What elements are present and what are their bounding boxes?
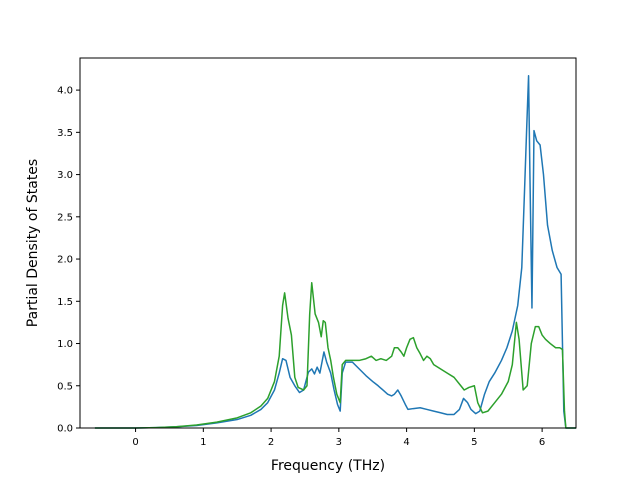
x-tick-label: 1 xyxy=(200,437,206,448)
y-tick-label: 0.0 xyxy=(57,424,73,435)
x-tick-label: 5 xyxy=(471,437,477,448)
x-tick-label: 2 xyxy=(268,437,274,448)
y-tick-label: 3.0 xyxy=(57,170,73,181)
series-line-2 xyxy=(94,281,576,429)
y-axis-label: Partial Density of States xyxy=(25,159,41,327)
y-axis-ticks: 0.0 0.5 1.0 1.5 2.0 2.5 3.0 3.5 4.0 xyxy=(57,86,80,435)
y-tick-label: 1.5 xyxy=(57,297,73,308)
x-tick-label: 3 xyxy=(336,437,342,448)
x-tick-label: 0 xyxy=(132,437,138,448)
x-tick-label: 6 xyxy=(539,437,545,448)
plot-lines xyxy=(94,74,576,429)
y-tick-label: 2.5 xyxy=(57,212,73,223)
y-tick-label: 1.0 xyxy=(57,339,73,350)
y-tick-label: 0.5 xyxy=(57,381,73,392)
y-tick-label: 3.5 xyxy=(57,128,73,139)
x-tick-label: 4 xyxy=(403,437,409,448)
series-line-1 xyxy=(94,74,576,429)
plot-frame xyxy=(79,57,577,429)
y-tick-label: 2.0 xyxy=(57,255,73,266)
y-tick-label: 4.0 xyxy=(57,86,73,97)
x-axis-label: Frequency (THz) xyxy=(271,458,385,474)
x-axis-ticks: 0 1 2 3 4 5 6 xyxy=(132,428,545,448)
